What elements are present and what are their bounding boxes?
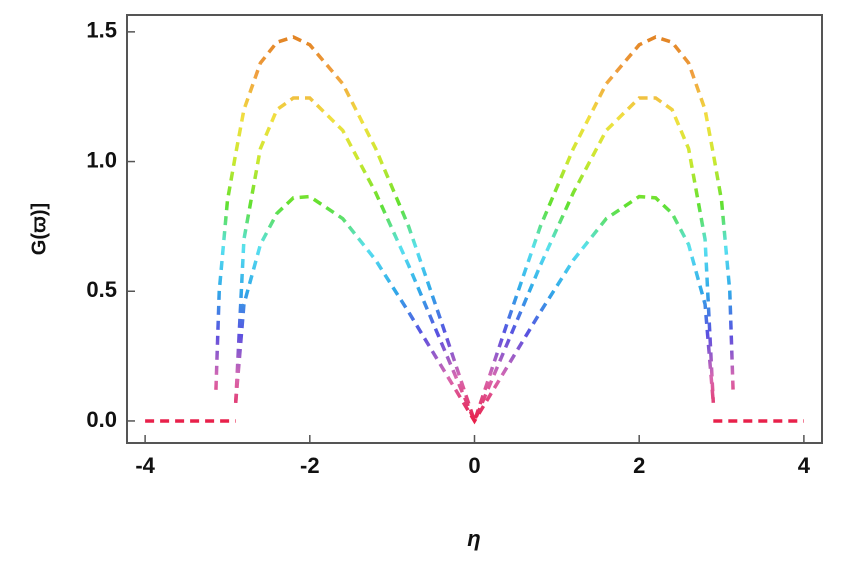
x-axis-label: η bbox=[467, 526, 480, 551]
y-tick-label: 0.5 bbox=[86, 277, 117, 302]
x-tick-label: -4 bbox=[135, 453, 155, 478]
x-tick-label: 2 bbox=[633, 453, 645, 478]
y-tick-label: 1.5 bbox=[86, 18, 117, 43]
data-line bbox=[233, 194, 716, 425]
data-line bbox=[233, 96, 716, 426]
data-line bbox=[214, 35, 735, 427]
x-tick-label: 4 bbox=[798, 453, 811, 478]
y-axis-label: G(ϖ)] bbox=[28, 203, 50, 255]
x-tick-label: -2 bbox=[300, 453, 320, 478]
y-tick-label: 1.0 bbox=[86, 147, 117, 172]
y-tick-label: 0.0 bbox=[86, 407, 117, 432]
plot-frame bbox=[126, 14, 823, 444]
x-tick-label: 0 bbox=[468, 453, 480, 478]
